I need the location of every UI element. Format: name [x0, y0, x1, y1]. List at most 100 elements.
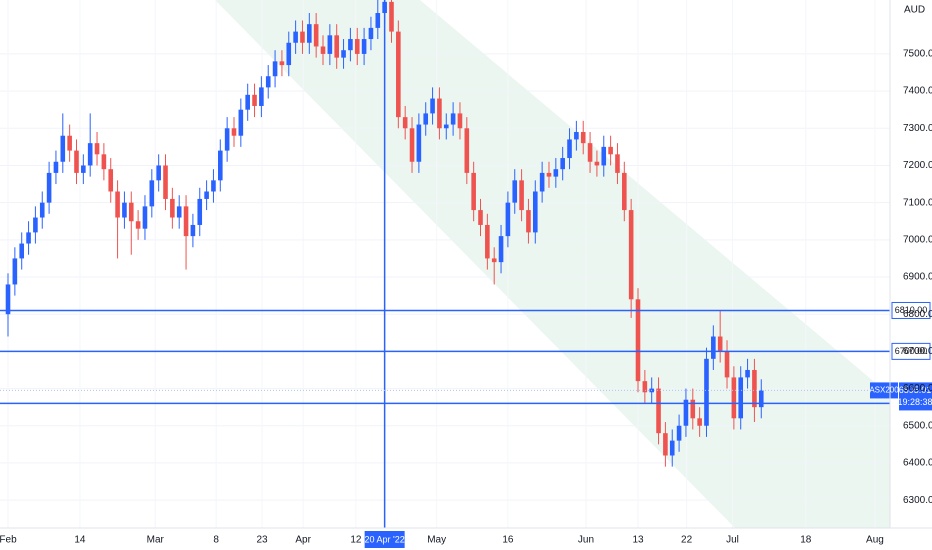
- x-tick-label: 8: [213, 535, 219, 546]
- level-label: 6700.00: [895, 346, 928, 356]
- candle-body: [574, 132, 579, 140]
- x-tick-label: 12: [350, 535, 362, 546]
- candle-body: [758, 390, 764, 408]
- crosshair-tag: [364, 531, 405, 548]
- countdown-label: 19:28:38: [897, 397, 932, 407]
- candle-body: [19, 243, 25, 259]
- x-tick-label: Feb: [0, 535, 17, 546]
- candle-body: [485, 224, 490, 259]
- candle-body: [217, 150, 223, 181]
- candle-body: [53, 161, 59, 173]
- candle-body: [717, 336, 723, 352]
- last-price-label: 6595.01: [899, 385, 932, 395]
- candle-body: [457, 113, 463, 129]
- candle-body: [94, 143, 100, 155]
- candle-body: [553, 169, 559, 177]
- candle-body: [101, 154, 107, 170]
- candle-body: [464, 128, 470, 173]
- candle-body: [615, 154, 620, 173]
- candle-body: [190, 224, 196, 237]
- y-tick-label: 6600.00: [903, 383, 932, 394]
- candle-body: [389, 1, 394, 32]
- candle-body: [307, 24, 312, 43]
- candle-body: [580, 132, 586, 144]
- candle-body: [128, 202, 134, 222]
- candle-body: [375, 13, 381, 28]
- candle-body: [402, 117, 408, 129]
- candle-body: [745, 369, 750, 378]
- candle-body: [163, 165, 168, 199]
- candle-body: [39, 202, 45, 218]
- y-tick-label: 7000.00: [903, 234, 932, 245]
- candle-body: [491, 258, 497, 263]
- x-tick-label: May: [427, 535, 446, 546]
- candle-body: [731, 377, 737, 419]
- candle-body: [416, 124, 422, 162]
- candle-body: [272, 61, 278, 77]
- candle-body: [683, 399, 689, 426]
- candle-body: [656, 388, 661, 434]
- candles: [5, 0, 764, 467]
- candle-body: [293, 31, 298, 43]
- candle-body: [265, 76, 271, 88]
- candle-body: [471, 172, 476, 211]
- candle-body: [519, 180, 524, 211]
- candle-body: [512, 180, 518, 203]
- candle-body: [245, 94, 250, 110]
- candle-body: [663, 433, 668, 456]
- candle-body: [26, 232, 31, 244]
- candle-body: [341, 50, 346, 58]
- x-tick-label: Jul: [726, 535, 739, 546]
- candle-body: [711, 336, 716, 359]
- level-tag: [891, 342, 931, 360]
- grid: [0, 53, 890, 501]
- candle-body: [361, 39, 367, 54]
- candle-body: [135, 221, 141, 229]
- candle-body: [46, 172, 52, 203]
- y-tick-label: 7300.00: [903, 123, 932, 134]
- y-tick-label: 7200.00: [903, 160, 932, 171]
- candle-body: [224, 128, 230, 151]
- candle-body: [286, 42, 292, 66]
- x-tick-label: Jun: [578, 535, 594, 546]
- candle-body: [176, 206, 182, 218]
- candle-body: [279, 61, 285, 66]
- candle-body: [704, 358, 709, 426]
- y-tick-label: 6900.00: [903, 272, 932, 283]
- candle-body: [156, 165, 161, 181]
- y-tick-label: 6300.00: [903, 495, 932, 506]
- candle-body: [67, 135, 72, 151]
- candle-body: [608, 146, 613, 155]
- y-tick-label: 7400.00: [903, 86, 932, 97]
- y-tick-label: 6400.00: [903, 458, 932, 469]
- candle-body: [368, 27, 374, 40]
- candle-body: [594, 161, 600, 166]
- crosshair-label: 20 Apr '22: [365, 534, 405, 544]
- candle-body: [430, 98, 435, 114]
- candle-body: [690, 399, 696, 419]
- candle-body: [601, 146, 607, 166]
- candle-body: [170, 198, 175, 218]
- x-tick-label: 18: [800, 535, 812, 546]
- candle-body: [669, 440, 675, 456]
- candle-body: [259, 87, 264, 106]
- level-label: 6810.00: [895, 305, 928, 315]
- x-tick-label: 13: [632, 535, 644, 546]
- x-tick-label: Aug: [866, 535, 884, 546]
- candle-body: [635, 299, 641, 382]
- last-price-tag: [899, 382, 932, 411]
- candle-body: [211, 180, 216, 192]
- candle-body: [348, 39, 353, 51]
- candle-body: [238, 109, 244, 136]
- candle-body: [539, 172, 545, 192]
- candle-body: [149, 180, 155, 207]
- x-tick-label: 16: [502, 535, 514, 546]
- candle-body: [334, 35, 340, 58]
- candle-body: [437, 98, 442, 129]
- candle-body: [560, 158, 565, 170]
- candle-body: [327, 35, 333, 54]
- candle-body: [505, 202, 511, 237]
